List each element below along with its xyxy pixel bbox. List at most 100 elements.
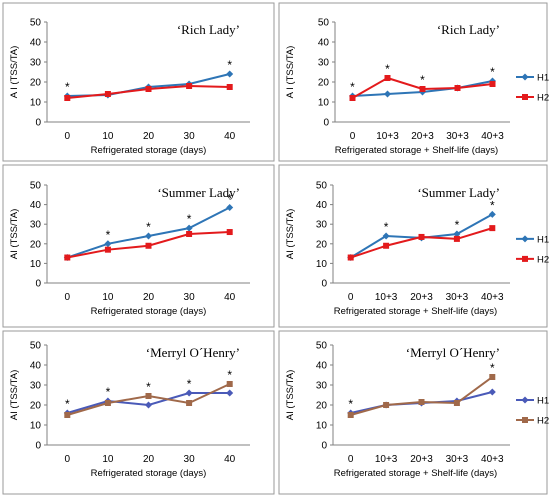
series-2: [64, 229, 233, 261]
chart-title: ‘Summer Lady’: [417, 185, 500, 200]
x-axis-label: Refrigerated storage + Shelf-life (days): [334, 306, 497, 317]
x-tick-label: 40: [224, 131, 236, 142]
y-tick-label: 40: [30, 38, 42, 49]
data-point: [64, 254, 71, 261]
chart-title: ‘Summer Lady’: [157, 185, 240, 200]
x-tick-label: 0: [350, 131, 356, 142]
x-tick-label: 0: [65, 454, 71, 465]
x-axis-label: Refrigerated storage + Shelf-life (days): [335, 145, 498, 156]
panel-4: 0 10 20 30 40 50 0 10+3 20+3 30+3 40+3 Refrigerated…: [278, 164, 549, 328]
significance-marker: *: [65, 397, 70, 411]
series-2: [347, 225, 496, 261]
data-point: [419, 86, 426, 92]
panel-frame: [278, 2, 548, 162]
y-tick-label: 0: [321, 441, 327, 452]
significance-marker: *: [490, 198, 495, 212]
legend-label: H2: [537, 254, 549, 265]
x-tick-label: 20: [143, 131, 155, 142]
data-point: [226, 381, 233, 387]
x-tick-label: 10+3: [375, 292, 398, 303]
data-point: [145, 86, 152, 92]
x-tick-label: 30: [184, 292, 196, 303]
data-point: [347, 412, 354, 418]
significance-marker: *: [384, 220, 389, 234]
y-axis-label: AI (TSS/TA): [285, 209, 296, 260]
x-tick-label: 0: [348, 454, 354, 465]
significance-marker: *: [420, 73, 425, 87]
legend-marker: [521, 73, 529, 81]
data-point: [226, 70, 234, 78]
significance-marker: *: [146, 220, 151, 234]
data-point: [489, 81, 496, 87]
x-tick-label: 40: [224, 454, 236, 465]
significance-marker: *: [187, 212, 192, 226]
x-tick-label: 20+3: [410, 454, 433, 465]
y-tick-label: 10: [30, 421, 42, 432]
y-tick-label: 20: [316, 239, 328, 250]
panel-1: 0 10 20 30 40 50 0 10 20 30 40 Refrigerated storage…: [2, 2, 275, 162]
y-axis-label: A I (TSS/TA): [9, 46, 20, 99]
significance-marker: *: [385, 62, 390, 76]
significance-marker: *: [227, 58, 232, 72]
panel-2: 0 10 20 30 40 50 0 10+3 20+3 30+3 40+3 Refrigerated…: [278, 2, 549, 162]
significance-marker: *: [106, 385, 111, 399]
y-axis-label: AI (TSS/TA): [9, 209, 20, 260]
data-point: [382, 232, 390, 240]
x-tick-label: 30: [184, 454, 196, 465]
data-point: [145, 393, 152, 399]
data-point: [104, 246, 111, 253]
x-axis-label: Refrigerated storage + Shelf-life (days): [334, 468, 497, 479]
significance-marker: *: [187, 377, 192, 391]
data-point: [104, 91, 111, 97]
data-point: [489, 374, 496, 380]
panel-frame: [278, 164, 548, 328]
x-axis-label: Refrigerated storage (days): [91, 306, 207, 317]
y-tick-label: 40: [318, 38, 330, 49]
x-tick-label: 40+3: [481, 454, 504, 465]
data-point: [64, 95, 71, 101]
x-tick-label: 20+3: [411, 131, 434, 142]
y-tick-label: 20: [30, 401, 42, 412]
y-tick-label: 0: [35, 118, 41, 129]
y-tick-label: 50: [318, 18, 330, 29]
y-tick-label: 10: [30, 98, 42, 109]
series-2: [349, 75, 496, 101]
legend-label: H1: [537, 73, 549, 84]
y-tick-label: 20: [30, 78, 42, 89]
x-tick-label: 0: [348, 292, 354, 303]
data-point: [488, 388, 496, 396]
x-tick-label: 0: [65, 131, 71, 142]
x-tick-label: 10: [102, 131, 114, 142]
data-point: [418, 233, 425, 240]
panel-5: 0 10 20 30 40 50 0 10 20 30 40 Refrigerated storage…: [2, 330, 275, 495]
x-tick-label: 10: [102, 292, 114, 303]
data-point: [145, 242, 152, 249]
y-tick-label: 40: [316, 361, 328, 372]
data-point: [384, 90, 391, 98]
data-point: [226, 204, 234, 212]
x-tick-label: 40: [224, 292, 236, 303]
y-tick-label: 30: [30, 381, 42, 392]
y-tick-label: 30: [30, 220, 42, 231]
data-point: [383, 402, 390, 408]
data-point: [488, 210, 496, 218]
panel-frame: [278, 330, 548, 495]
y-axis-label: AI (TSS/TA): [285, 370, 296, 421]
x-tick-label: 30: [184, 131, 196, 142]
data-point: [185, 224, 193, 232]
y-tick-label: 10: [316, 421, 328, 432]
data-point: [104, 240, 112, 248]
y-tick-label: 10: [30, 259, 42, 270]
legend-label: H1: [537, 234, 549, 245]
y-tick-label: 0: [35, 279, 41, 290]
chart-title: ‘Merryl O´Henry’: [146, 345, 240, 360]
x-axis-label: Refrigerated storage (days): [91, 468, 207, 479]
significance-marker: *: [490, 361, 495, 375]
x-tick-label: 30+3: [446, 454, 469, 465]
significance-marker: *: [348, 397, 353, 411]
panel-frame: [2, 2, 275, 162]
y-tick-label: 40: [30, 200, 42, 211]
x-tick-label: 40+3: [481, 131, 504, 142]
chart-title: ‘Merryl O´Henry’: [406, 345, 500, 360]
